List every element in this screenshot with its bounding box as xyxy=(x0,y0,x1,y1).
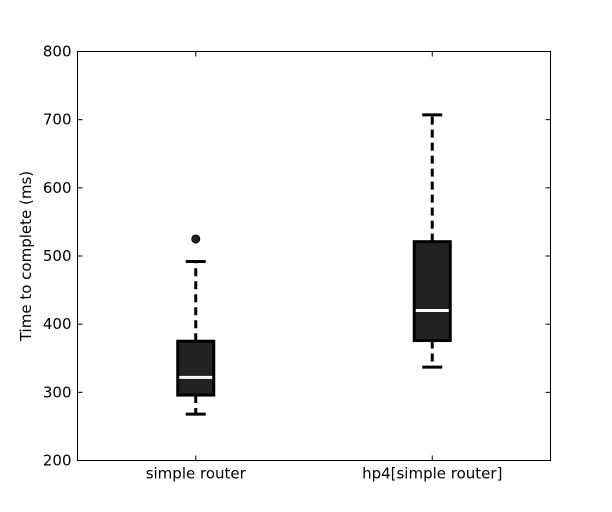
y-tick-label: 200 xyxy=(43,452,72,470)
y-tick-label: 600 xyxy=(43,179,72,197)
x-tick-label: simple router xyxy=(146,465,247,483)
x-axis-tick-labels: simple router hp4[simple router] xyxy=(146,51,502,483)
y-axis-title: Time to complete (ms) xyxy=(17,171,35,342)
x-tick-label: hp4[simple router] xyxy=(362,465,502,483)
y-tick-label: 700 xyxy=(43,111,72,129)
plot-area xyxy=(77,51,551,461)
y-tick-label: 400 xyxy=(43,315,72,333)
boxes-layer xyxy=(176,113,452,416)
iqr-box xyxy=(176,339,216,397)
y-tick-label: 300 xyxy=(43,383,72,401)
y-axis-ticks: 200 300 400 500 600 700 800 xyxy=(43,43,551,470)
outlier-point xyxy=(191,234,201,244)
iqr-box xyxy=(412,240,452,343)
y-tick-label: 500 xyxy=(43,247,72,265)
y-tick-label: 800 xyxy=(43,43,72,61)
